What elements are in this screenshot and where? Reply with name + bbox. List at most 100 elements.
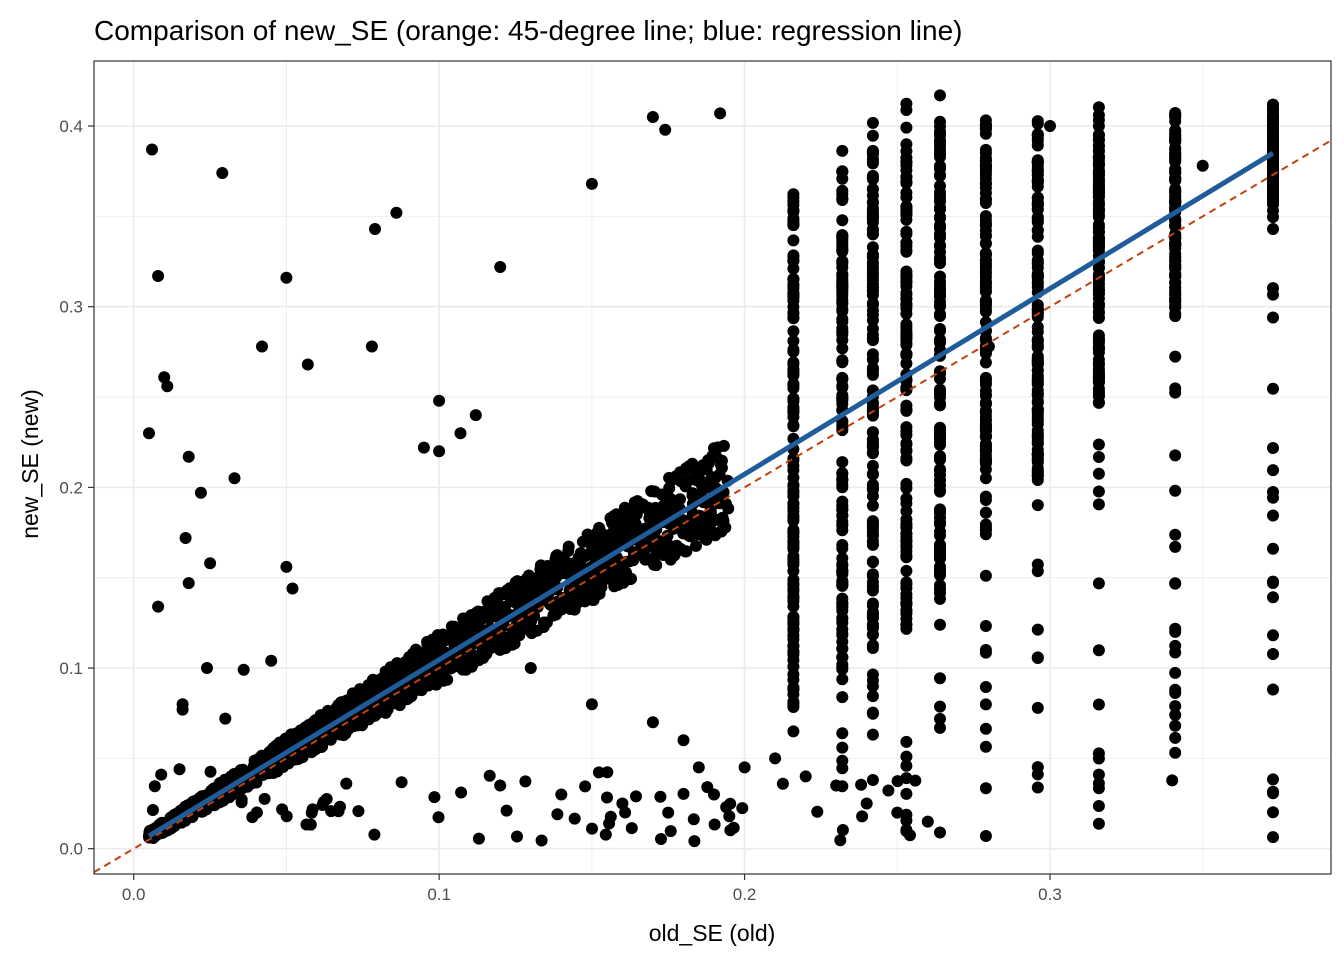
data-point (979, 782, 992, 795)
data-point (1031, 267, 1044, 280)
data-point (934, 551, 946, 564)
data-point (1044, 120, 1056, 132)
data-point (1031, 257, 1044, 270)
y-tick-label: 0.4 (59, 117, 83, 136)
data-point (1031, 499, 1044, 512)
data-point (179, 532, 192, 544)
data-point (1169, 731, 1182, 744)
data-point (595, 576, 608, 589)
regression-line (147, 151, 1275, 839)
data-point (979, 456, 992, 468)
data-point (1031, 474, 1044, 486)
data-point (235, 796, 248, 809)
data-point (799, 770, 812, 783)
data-point (256, 340, 268, 353)
data-point (1169, 719, 1182, 732)
data-point (900, 521, 913, 534)
data-point (483, 769, 496, 782)
data-point (934, 270, 946, 283)
data-point (836, 613, 849, 625)
data-point (900, 307, 913, 320)
data-point (866, 483, 879, 496)
data-point (900, 759, 913, 772)
data-point (1092, 233, 1105, 246)
data-point (666, 547, 679, 560)
data-point (836, 334, 849, 347)
data-point (1092, 577, 1105, 590)
data-point (201, 662, 213, 674)
data-point (1267, 223, 1279, 235)
data-point (1267, 161, 1279, 174)
data-point (921, 815, 934, 828)
data-point (1031, 413, 1044, 426)
data-point (866, 774, 879, 786)
data-point (787, 478, 800, 491)
data-point (934, 583, 946, 596)
data-point (979, 219, 992, 232)
data-point (500, 804, 513, 817)
data-point (378, 672, 391, 685)
data-point (934, 560, 946, 573)
data-point (646, 111, 659, 123)
data-point (606, 516, 619, 529)
data-point (395, 776, 408, 789)
data-point (836, 282, 849, 295)
data-point (1031, 781, 1044, 794)
data-point (1267, 184, 1279, 197)
data-point (1092, 270, 1105, 283)
data-point (652, 535, 665, 547)
data-point (552, 595, 565, 608)
data-point (628, 496, 641, 509)
data-point (836, 371, 849, 384)
y-tick-label: 0.2 (59, 478, 83, 497)
data-point (677, 514, 690, 527)
data-point (900, 564, 913, 577)
data-point (836, 691, 849, 704)
data-point (934, 712, 946, 725)
data-point (787, 600, 800, 613)
data-point (506, 629, 519, 642)
data-point (836, 565, 849, 578)
data-point (900, 151, 913, 164)
data-point (836, 727, 849, 740)
data-point (1267, 773, 1279, 786)
data-point (601, 766, 614, 779)
data-point (1169, 625, 1182, 638)
data-point (979, 210, 992, 223)
data-point (836, 393, 849, 406)
data-point (934, 529, 946, 542)
data-point (900, 750, 913, 763)
data-point (934, 141, 946, 154)
data-point (866, 362, 879, 374)
data-point (934, 383, 946, 396)
data-point (934, 256, 946, 269)
data-point (934, 309, 946, 322)
data-point (1169, 242, 1182, 255)
data-point (724, 797, 737, 810)
data-point (579, 780, 592, 793)
data-point (787, 725, 800, 738)
data-point (979, 472, 992, 485)
data-point (1267, 486, 1279, 498)
data-point (551, 808, 564, 821)
data-point (900, 787, 913, 800)
data-point (368, 828, 381, 841)
data-point (1031, 565, 1044, 578)
data-point (836, 509, 849, 522)
data-point (659, 123, 672, 136)
data-point (1169, 484, 1182, 497)
data-point (216, 167, 229, 179)
data-point (934, 325, 946, 337)
data-point (787, 392, 800, 405)
data-point (519, 775, 532, 788)
data-point (677, 734, 690, 747)
data-point (525, 627, 538, 640)
data-point (866, 535, 879, 548)
data-point (437, 671, 450, 684)
data-point (787, 290, 800, 303)
data-point (934, 186, 946, 199)
data-point (900, 808, 913, 821)
data-point (1267, 133, 1279, 146)
y-tick-label: 0.3 (59, 298, 83, 317)
data-point (620, 512, 633, 525)
